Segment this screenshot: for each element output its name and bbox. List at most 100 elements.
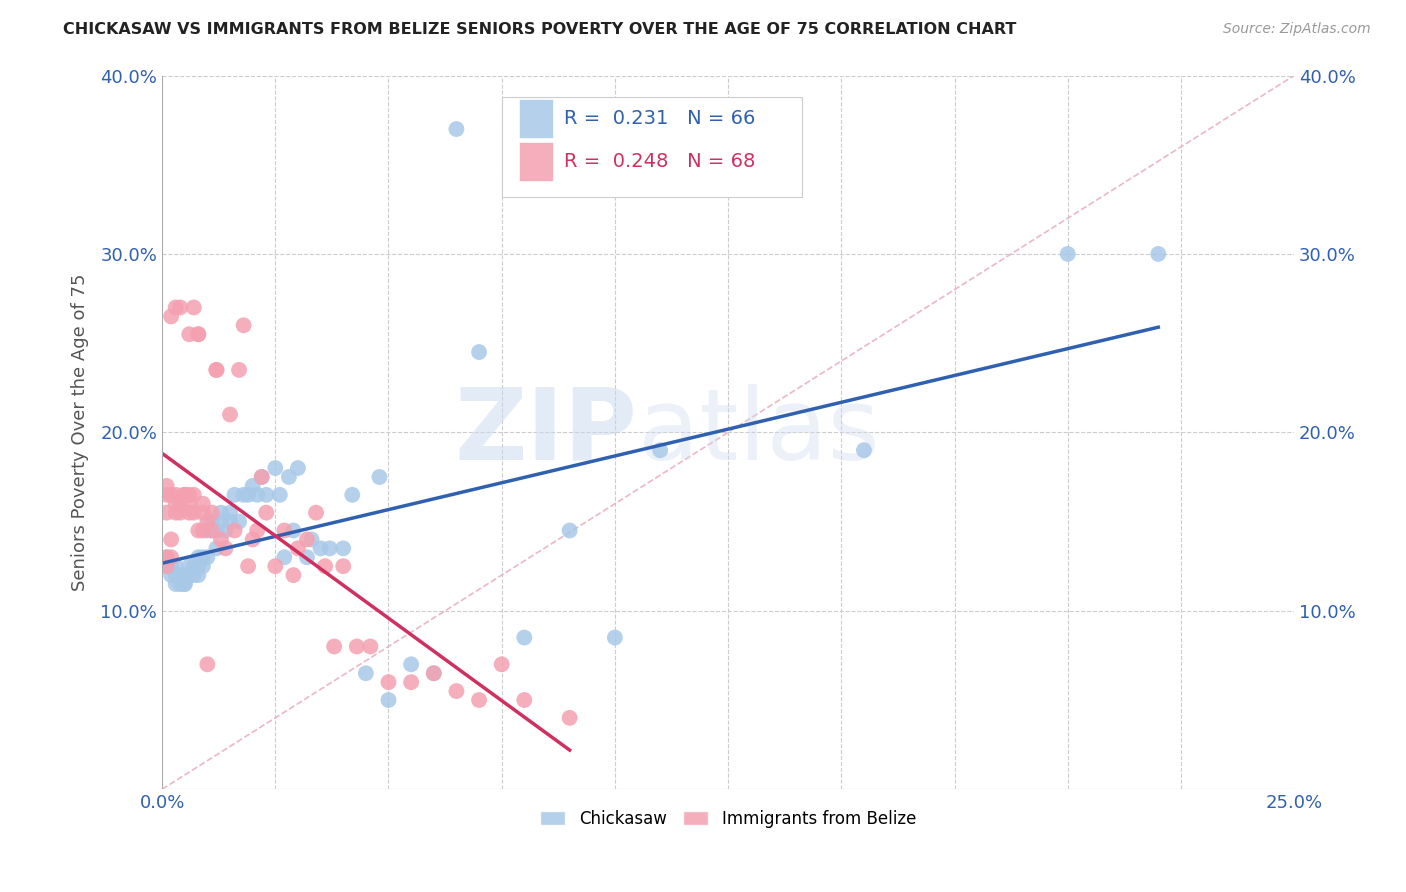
- Point: [332, 559, 354, 574]
- Point: [165, 506, 187, 520]
- Point: [195, 657, 218, 672]
- Point: [368, 470, 391, 484]
- Text: Source: ZipAtlas.com: Source: ZipAtlas.com: [1223, 22, 1371, 37]
- Point: [250, 470, 273, 484]
- Point: [156, 550, 179, 565]
- Point: [377, 675, 399, 690]
- Point: [179, 327, 201, 342]
- Point: [179, 497, 201, 511]
- Point: [468, 345, 491, 359]
- Point: [1056, 247, 1078, 261]
- Point: [399, 675, 422, 690]
- Point: [423, 666, 446, 681]
- Point: [214, 541, 236, 556]
- Point: [179, 559, 201, 574]
- Point: [264, 559, 287, 574]
- Point: [173, 488, 195, 502]
- Point: [183, 568, 205, 582]
- Point: [187, 568, 209, 582]
- Point: [201, 506, 224, 520]
- Point: [187, 559, 209, 574]
- Point: [224, 488, 246, 502]
- Point: [224, 524, 246, 538]
- Point: [377, 693, 399, 707]
- Point: [513, 631, 536, 645]
- Point: [1147, 247, 1170, 261]
- Point: [209, 515, 232, 529]
- Point: [205, 541, 228, 556]
- Point: [236, 559, 259, 574]
- Point: [187, 524, 209, 538]
- Point: [318, 541, 340, 556]
- Point: [205, 524, 228, 538]
- Point: [191, 497, 214, 511]
- Point: [468, 693, 491, 707]
- Point: [264, 461, 287, 475]
- Point: [399, 657, 422, 672]
- Point: [195, 524, 218, 538]
- Point: [201, 524, 224, 538]
- Text: R =  0.248   N = 68: R = 0.248 N = 68: [564, 152, 755, 170]
- Point: [173, 488, 195, 502]
- Point: [423, 666, 446, 681]
- Point: [179, 506, 201, 520]
- Point: [269, 488, 291, 502]
- Point: [173, 568, 195, 582]
- Point: [160, 550, 183, 565]
- Point: [283, 524, 305, 538]
- Point: [283, 568, 305, 582]
- Point: [273, 550, 295, 565]
- Point: [219, 506, 242, 520]
- Point: [165, 559, 187, 574]
- Point: [191, 559, 214, 574]
- Point: [183, 506, 205, 520]
- Point: [156, 488, 179, 502]
- Point: [295, 533, 318, 547]
- Point: [314, 559, 336, 574]
- Point: [309, 541, 332, 556]
- Point: [323, 640, 346, 654]
- Point: [209, 506, 232, 520]
- Point: [214, 524, 236, 538]
- Point: [242, 533, 264, 547]
- Point: [201, 515, 224, 529]
- Point: [250, 470, 273, 484]
- Point: [228, 363, 250, 377]
- Point: [173, 577, 195, 591]
- Point: [603, 631, 626, 645]
- Point: [160, 488, 183, 502]
- Point: [183, 559, 205, 574]
- FancyBboxPatch shape: [519, 142, 553, 181]
- Point: [156, 506, 179, 520]
- Point: [273, 524, 295, 538]
- Point: [187, 550, 209, 565]
- Point: [254, 488, 277, 502]
- Point: [277, 470, 299, 484]
- Point: [236, 488, 259, 502]
- Point: [558, 711, 581, 725]
- Point: [156, 559, 179, 574]
- Point: [156, 559, 179, 574]
- Point: [287, 461, 309, 475]
- FancyBboxPatch shape: [502, 97, 801, 197]
- Point: [558, 524, 581, 538]
- Point: [209, 533, 232, 547]
- Text: CHICKASAW VS IMMIGRANTS FROM BELIZE SENIORS POVERTY OVER THE AGE OF 75 CORRELATI: CHICKASAW VS IMMIGRANTS FROM BELIZE SENI…: [63, 22, 1017, 37]
- Point: [165, 497, 187, 511]
- Point: [359, 640, 381, 654]
- Point: [195, 515, 218, 529]
- Point: [187, 327, 209, 342]
- Point: [191, 550, 214, 565]
- Point: [232, 318, 254, 333]
- Y-axis label: Seniors Poverty Over the Age of 75: Seniors Poverty Over the Age of 75: [72, 274, 89, 591]
- Point: [332, 541, 354, 556]
- Point: [160, 559, 183, 574]
- Point: [446, 684, 468, 698]
- FancyBboxPatch shape: [519, 99, 553, 138]
- Point: [242, 479, 264, 493]
- Point: [254, 506, 277, 520]
- Point: [169, 568, 191, 582]
- Point: [219, 515, 242, 529]
- Point: [179, 568, 201, 582]
- Point: [169, 301, 191, 315]
